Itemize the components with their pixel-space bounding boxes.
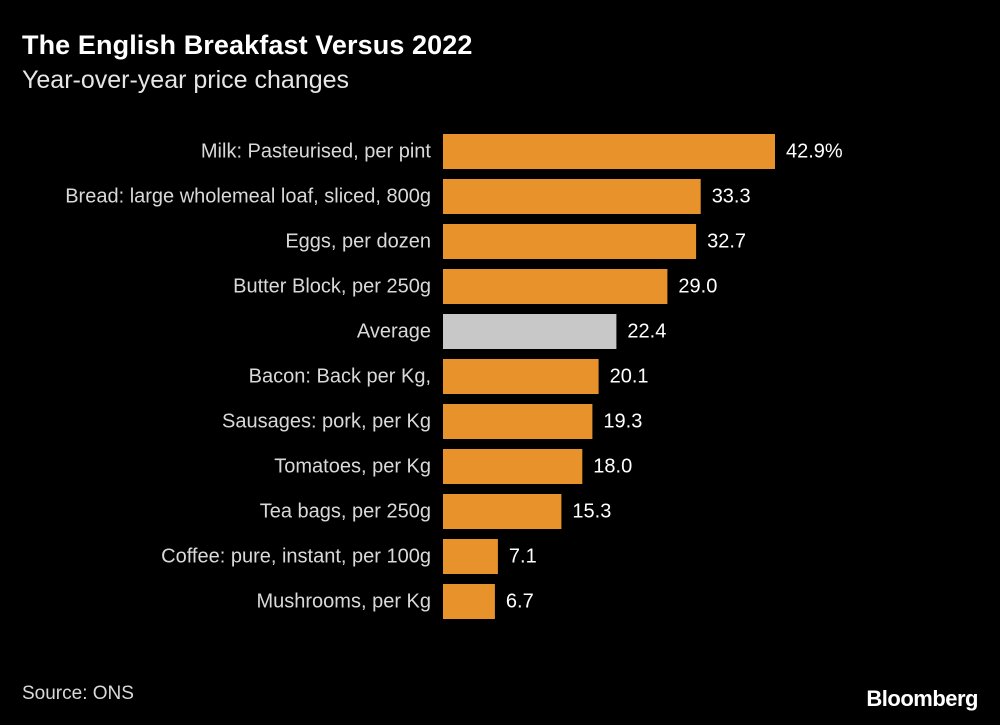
category-label-sausages-pork-per-kg: Sausages: pork, per Kg (222, 411, 431, 433)
category-label-average: Average (357, 321, 431, 343)
category-label-butter-block-per-250g: Butter Block, per 250g (233, 276, 431, 298)
value-label-tea-bags-per-250g: 15.3 (572, 501, 611, 523)
bar-tomatoes-per-kg (443, 449, 583, 484)
category-label-milk-pasteurised-per-pint: Milk: Pasteurised, per pint (201, 141, 432, 163)
value-label-average: 22.4 (627, 321, 666, 343)
source-note: Source: ONS (22, 683, 134, 704)
value-label-bacon-back-per-kg: 20.1 (610, 366, 649, 388)
category-label-tomatoes-per-kg: Tomatoes, per Kg (274, 456, 431, 478)
chart-title: The English Breakfast Versus 2022 (22, 30, 473, 60)
bar-bread-large-wholemeal-loaf-sliced-800g (443, 179, 701, 214)
bar-bacon-back-per-kg (443, 359, 599, 394)
bar-mushrooms-per-kg (443, 584, 495, 619)
category-label-eggs-per-dozen: Eggs, per dozen (285, 231, 431, 253)
bar-butter-block-per-250g (443, 269, 668, 304)
bar-milk-pasteurised-per-pint (443, 134, 775, 169)
value-label-mushrooms-per-kg: 6.7 (506, 591, 534, 613)
category-label-bread-large-wholemeal-loaf-sliced-800g: Bread: large wholemeal loaf, sliced, 800… (65, 186, 431, 208)
value-label-bread-large-wholemeal-loaf-sliced-800g: 33.3 (712, 186, 751, 208)
category-label-mushrooms-per-kg: Mushrooms, per Kg (256, 591, 431, 613)
bar-sausages-pork-per-kg (443, 404, 593, 439)
bloomberg-logo: Bloomberg (866, 686, 978, 711)
value-label-eggs-per-dozen: 32.7 (707, 231, 746, 253)
value-label-butter-block-per-250g: 29.0 (678, 276, 717, 298)
category-label-bacon-back-per-kg: Bacon: Back per Kg, (249, 366, 431, 388)
bar-average (443, 314, 617, 349)
bar-eggs-per-dozen (443, 224, 697, 259)
bar-coffee-pure-instant-per-100g (443, 539, 498, 574)
value-label-coffee-pure-instant-per-100g: 7.1 (509, 546, 537, 568)
category-label-tea-bags-per-250g: Tea bags, per 250g (260, 501, 431, 523)
value-label-milk-pasteurised-per-pint: 42.9% (786, 141, 843, 163)
value-label-tomatoes-per-kg: 18.0 (593, 456, 632, 478)
category-label-coffee-pure-instant-per-100g: Coffee: pure, instant, per 100g (161, 546, 431, 568)
bar-tea-bags-per-250g (443, 494, 562, 529)
chart-subtitle: Year-over-year price changes (22, 66, 350, 94)
value-label-sausages-pork-per-kg: 19.3 (603, 411, 642, 433)
